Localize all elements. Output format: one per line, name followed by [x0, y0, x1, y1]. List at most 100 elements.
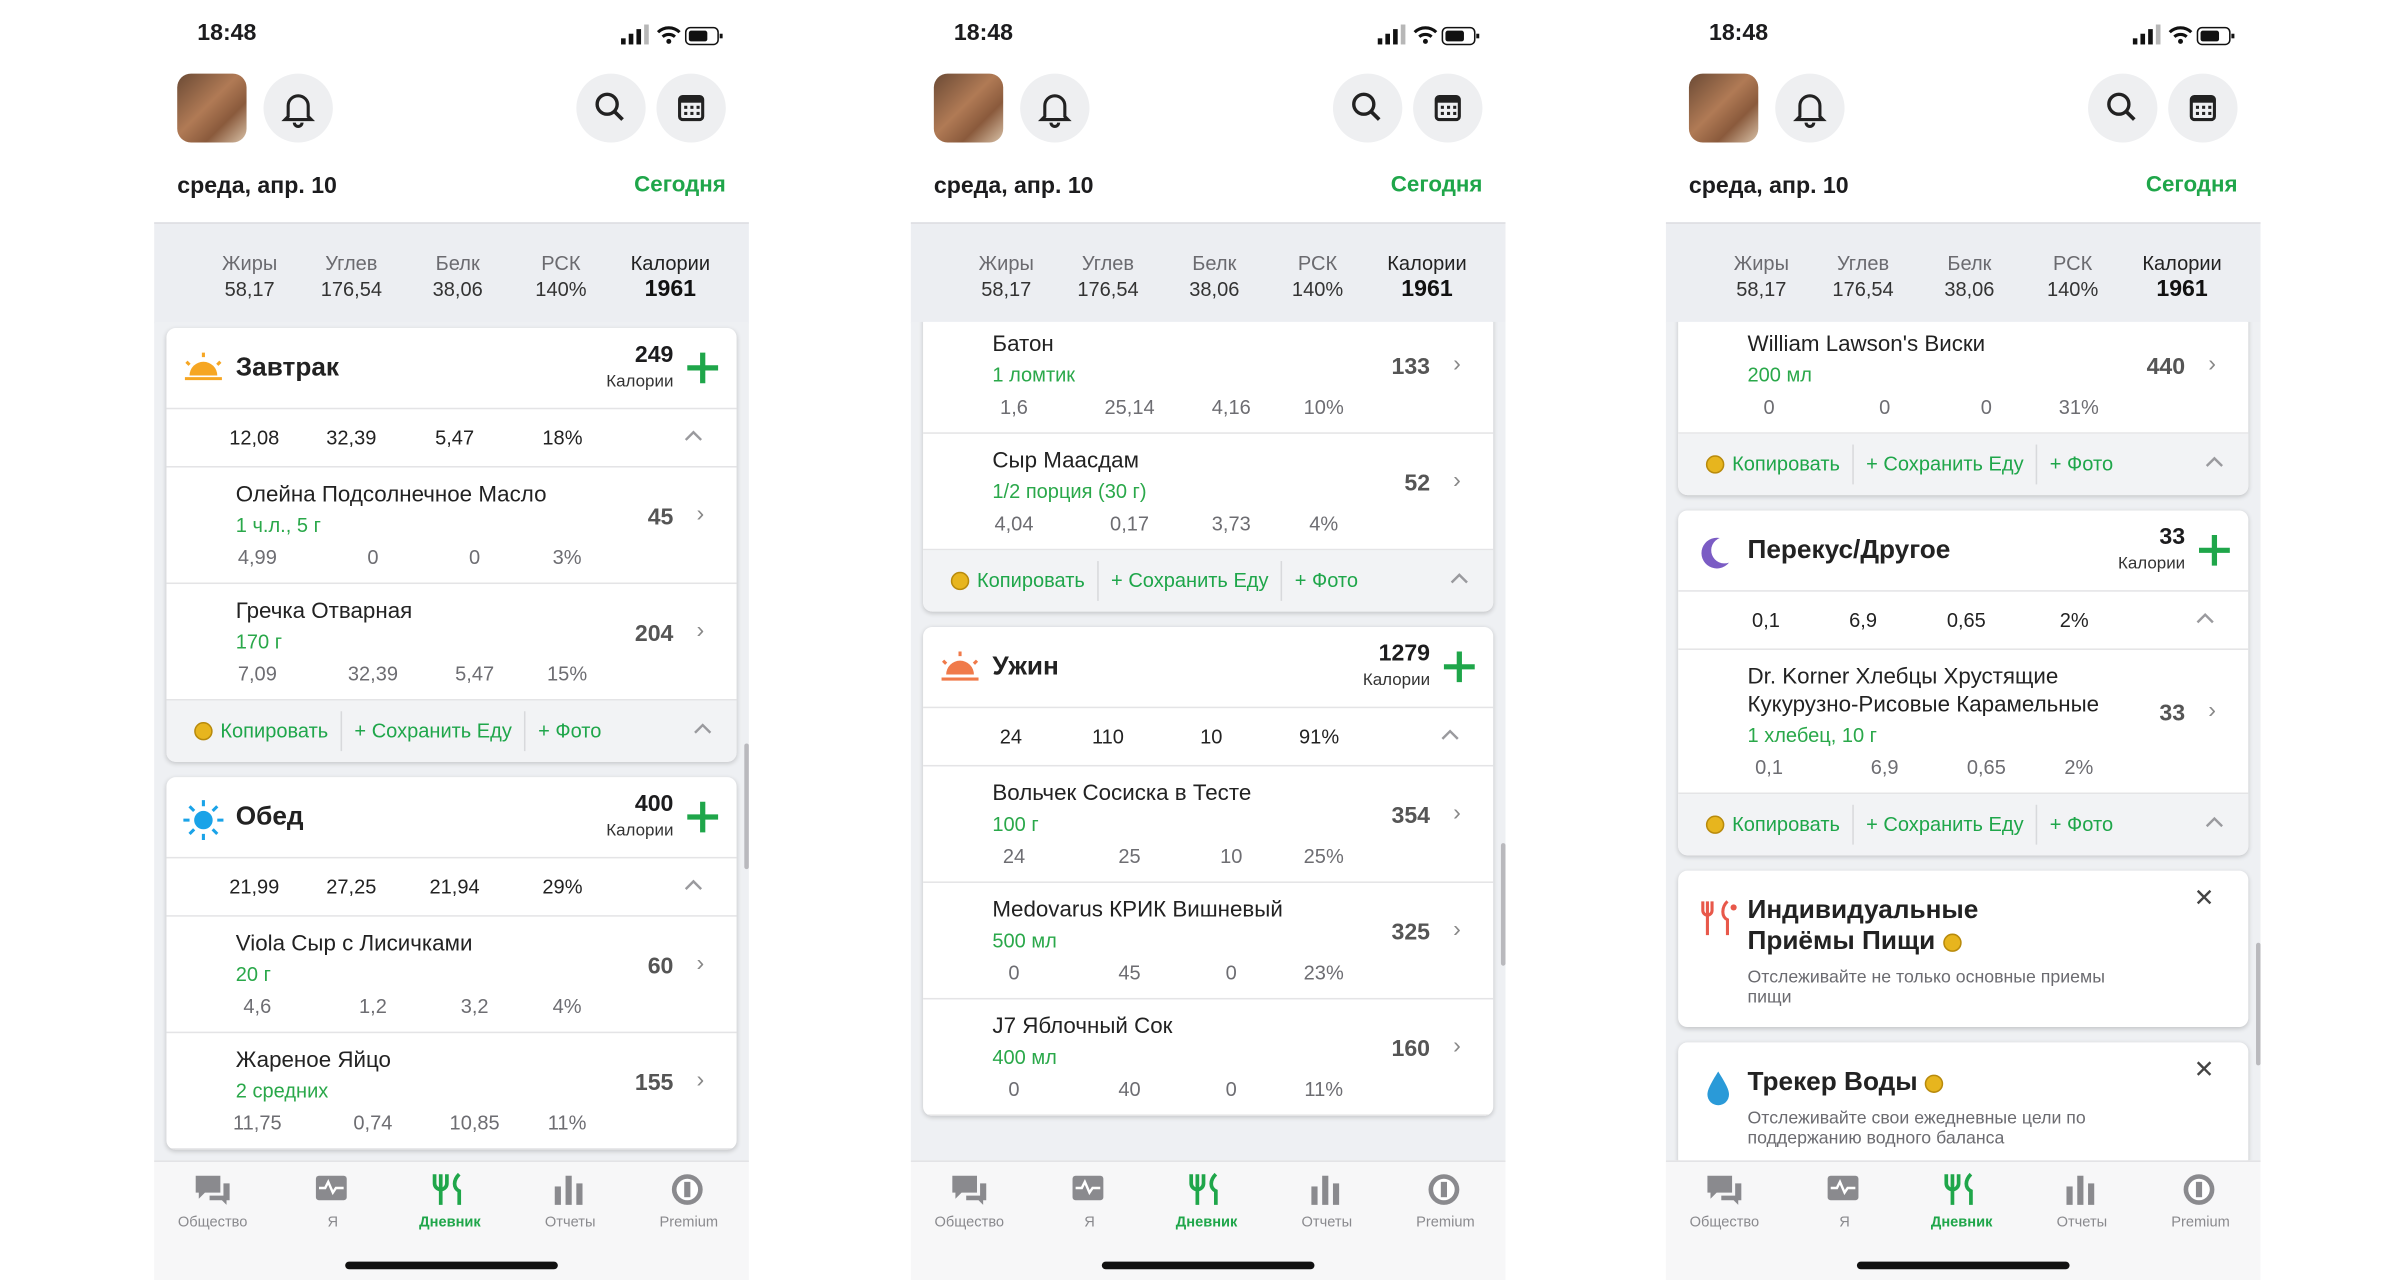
action-button[interactable]: + Фото — [1282, 561, 1370, 601]
summary: Жиры 58,17 Углев 176,54 Белк 38,06 РСК 140% Кало… — [1665, 222, 2261, 324]
food-item[interactable]: Батон 1 ломтик 1,6 25,14 4,16 10% 133 › — [923, 322, 1494, 434]
collapse-toggle[interactable] — [693, 719, 712, 737]
calendar-button[interactable] — [2168, 73, 2238, 143]
tab-item[interactable]: Отчеты — [2028, 1171, 2136, 1231]
action-button[interactable]: Копировать — [182, 711, 343, 752]
add-food-button[interactable] — [1441, 648, 1478, 685]
tab-item[interactable]: Дневник — [396, 1171, 504, 1231]
food-item[interactable]: Гречка Отварная 170 г 7,09 32,39 5,47 15% 204 › — [166, 584, 737, 701]
food-item[interactable]: Medovarus КРИК Вишневый 500 мл 0 45 0 23% 325 › — [923, 883, 1494, 1000]
action-button[interactable]: + Фото — [2037, 445, 2125, 485]
summary-value: 38,06 — [1189, 277, 1240, 301]
summary-value: 38,06 — [432, 277, 483, 301]
food-item[interactable]: Viola Сыр с Лисичками 20 г 4,6 1,2 3,2 4% 60 › — [166, 917, 737, 1034]
macro-value: 0 — [469, 545, 481, 569]
food-macros: 0 45 0 23% — [923, 957, 1493, 998]
meal-card: William Lawson's Виски 200 мл 0 0 0 31% 440 › Ко… — [1678, 321, 2249, 496]
action-button[interactable]: Копировать — [938, 561, 1099, 601]
food-item[interactable]: William Lawson's Виски 200 мл 0 0 0 31% 440 › — [1678, 322, 2249, 434]
food-chevron: › — [696, 500, 705, 527]
feature-title-text: Индивидуальные Приёмы Пищи — [1747, 895, 1979, 955]
macro-value: 5,47 — [455, 662, 495, 686]
add-food-button[interactable] — [684, 350, 721, 387]
calendar-button[interactable] — [1413, 73, 1483, 143]
macro-value: 0 — [367, 545, 379, 569]
meal-icon — [1694, 532, 1737, 583]
meal-actions: Копировать + Сохранить Еду + Фото — [166, 700, 737, 762]
action-button[interactable]: + Сохранить Еду — [342, 711, 526, 752]
search-button[interactable] — [576, 73, 646, 143]
today-button[interactable]: Сегодня — [1390, 173, 1483, 198]
action-label: + Фото — [2049, 812, 2114, 836]
close-button[interactable]: ✕ — [2193, 1057, 2215, 1084]
food-item[interactable]: Вольчек Сосиска в Тесте 100 г 24 25 10 25% 354… — [923, 766, 1494, 883]
notifications-button[interactable] — [1775, 73, 1845, 143]
macro-value: 11% — [1304, 1077, 1344, 1101]
collapse-toggle[interactable] — [1450, 569, 1468, 587]
action-button[interactable]: + Фото — [526, 711, 614, 751]
action-button[interactable]: + Сохранить Еду — [1854, 804, 2038, 845]
notifications-button[interactable] — [263, 73, 333, 143]
food-item[interactable]: Dr. Korner Хлебцы Хрустящие Кукурузно-Ри… — [1678, 650, 2249, 795]
search-button[interactable] — [1332, 73, 1403, 143]
tab-item[interactable]: Дневник — [1908, 1171, 2016, 1231]
collapse-toggle[interactable] — [684, 426, 703, 444]
avatar[interactable] — [177, 73, 247, 143]
calendar-button[interactable] — [656, 73, 726, 143]
notifications-button[interactable] — [1020, 73, 1090, 143]
action-label: + Фото — [538, 718, 602, 742]
food-name: Medovarus КРИК Вишневый — [992, 898, 1283, 923]
tab-item[interactable]: Отчеты — [516, 1171, 624, 1231]
tab-item[interactable]: Я — [1036, 1171, 1144, 1231]
macro-value: 0,17 — [1110, 511, 1150, 535]
food-item[interactable]: J7 Яблочный Сок 400 мл 0 40 0 11% 160 › — [923, 999, 1494, 1116]
food-item[interactable]: Жареное Яйцо 2 средних 11,75 0,74 10,85 11% 15… — [166, 1033, 737, 1150]
tab-item[interactable]: Общество — [915, 1171, 1023, 1231]
tab-item[interactable]: Общество — [1670, 1171, 1778, 1231]
macro-value: 10% — [1303, 395, 1344, 419]
meal-card: Ужин 1279 Калории 24 110 10 91% Вольчек Сосиска… — [923, 626, 1494, 1116]
avatar[interactable] — [1688, 73, 1759, 143]
collapse-toggle[interactable] — [2205, 812, 2223, 830]
collapse-toggle[interactable] — [684, 875, 703, 893]
food-name: J7 Яблочный Сок — [992, 1014, 1173, 1040]
meal-calories: 400 — [634, 790, 674, 818]
tab-item[interactable]: Общество — [159, 1171, 267, 1231]
action-button[interactable]: + Фото — [2037, 805, 2125, 845]
tab-item[interactable]: Premium — [2147, 1171, 2255, 1231]
tab-item[interactable]: Premium — [1392, 1171, 1500, 1231]
macro-value: 0,1 — [1755, 755, 1783, 779]
close-button[interactable]: ✕ — [2193, 886, 2215, 913]
search-button[interactable] — [2088, 73, 2158, 143]
tab-item[interactable]: Premium — [635, 1171, 743, 1231]
food-chevron: › — [1453, 1032, 1461, 1059]
tab-item[interactable]: Отчеты — [1273, 1171, 1381, 1231]
action-button[interactable]: + Сохранить Еду — [1099, 561, 1283, 601]
add-food-button[interactable] — [684, 799, 721, 836]
meal-card: Перекус/Другое 33 Калории 0,1 6,9 0,65 2% Dr. K… — [1678, 510, 2249, 856]
tab-label: Я — [327, 1214, 339, 1231]
action-button[interactable]: Копировать — [1694, 804, 1854, 845]
food-item[interactable]: Олейна Подсолнечное Масло 1 ч.л., 5 г 4,99… — [166, 468, 737, 585]
food-macros: 7,09 32,39 5,47 15% — [166, 658, 736, 699]
meal-icon-graphic — [1701, 537, 1730, 569]
macro-value: 1,6 — [1000, 395, 1028, 419]
collapse-toggle[interactable] — [2196, 609, 2214, 627]
avatar[interactable] — [933, 73, 1004, 143]
macro-value: 0,65 — [1946, 608, 1986, 632]
action-button[interactable]: Копировать — [1694, 444, 1854, 485]
summary-label: РСК — [2052, 251, 2093, 275]
food-item[interactable]: Сыр Маасдам 1/2 порция (30 г) 4,04 0,17 3,73… — [923, 434, 1494, 551]
tab-item[interactable]: Я — [279, 1171, 387, 1231]
food-name: Вольчек Сосиска в Тесте — [992, 781, 1252, 807]
tab-item[interactable]: Дневник — [1153, 1171, 1261, 1231]
add-food-button[interactable] — [2196, 532, 2233, 569]
action-button[interactable]: + Сохранить Еду — [1854, 444, 2038, 485]
summary-label: Калории — [1387, 251, 1467, 275]
collapse-toggle[interactable] — [1441, 725, 1459, 743]
today-button[interactable]: Сегодня — [634, 173, 726, 198]
tab-item[interactable]: Я — [1791, 1171, 1899, 1231]
collapse-toggle[interactable] — [2205, 452, 2223, 470]
today-button[interactable]: Сегодня — [2145, 173, 2238, 198]
add-food-button-graphic — [687, 801, 719, 833]
